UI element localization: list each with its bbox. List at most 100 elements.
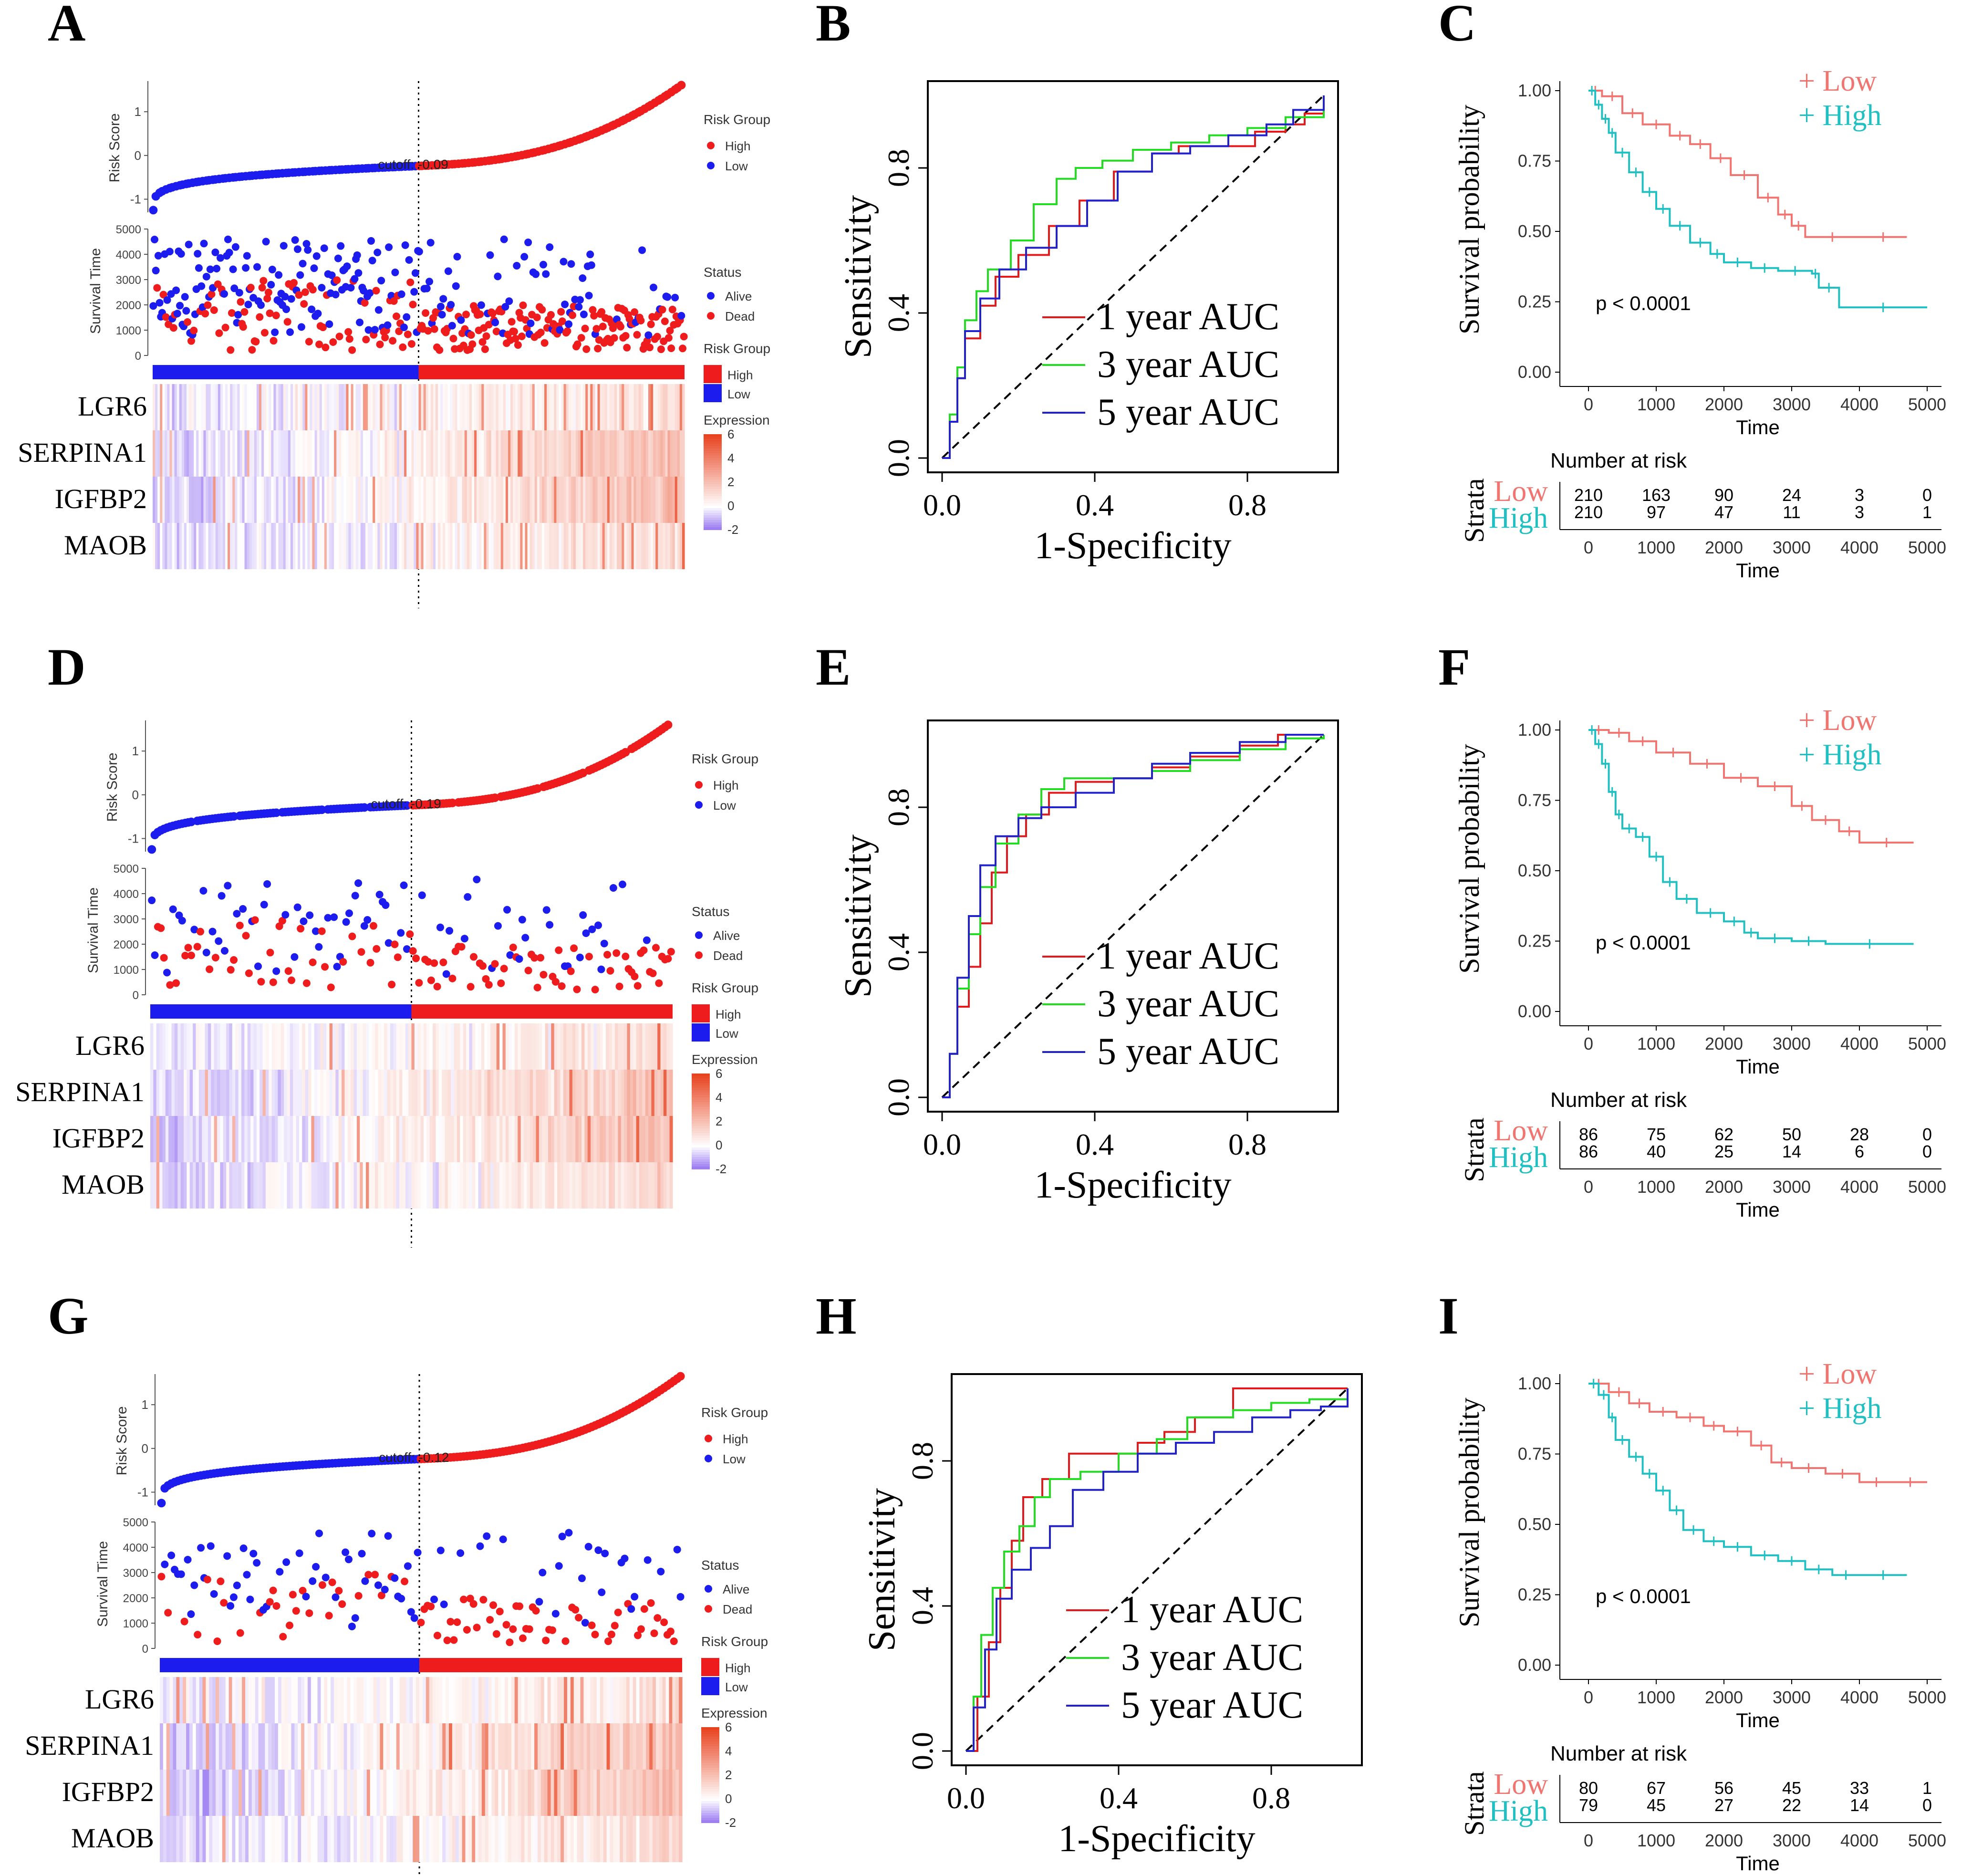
heatmap-cell [645, 477, 649, 523]
heatmap-cell [442, 1023, 446, 1070]
heatmap-cell [176, 430, 180, 477]
heatmap-cell [486, 477, 489, 523]
heatmap-cell [278, 1816, 282, 1862]
alive-point [381, 1585, 389, 1594]
heatmap-cell [570, 1816, 574, 1862]
dead-point [573, 340, 581, 348]
alive-point [224, 882, 232, 890]
heatmap-cell [566, 430, 569, 477]
heatmap-cell [167, 384, 170, 430]
alive-point [609, 884, 617, 892]
heatmap-cell [298, 523, 301, 569]
heatmap-cell [568, 384, 571, 430]
alive-point [267, 281, 275, 289]
legend-label: Low [725, 159, 748, 173]
heatmap-cell [194, 477, 197, 523]
heatmap-cell [511, 1023, 515, 1070]
heatmap-cell [529, 1023, 533, 1070]
heatmap-cell [622, 523, 624, 569]
heatmap-cell [629, 1770, 633, 1816]
heatmap-cell [206, 1770, 209, 1816]
dead-point [661, 317, 669, 325]
heatmap-cell [271, 1816, 275, 1862]
heatmap-cell [378, 1070, 382, 1116]
legend-gradient [701, 1758, 719, 1761]
tick-label: 0 [142, 1441, 148, 1456]
alive-point [499, 1535, 507, 1543]
heatmap-cell [557, 1162, 561, 1209]
heatmap-cell [347, 1162, 351, 1209]
heatmap-cell [218, 1816, 223, 1862]
heatmap-cell [296, 1162, 300, 1209]
heatmap-cell [443, 430, 446, 477]
dead-point [393, 312, 401, 320]
dead-point [184, 944, 192, 952]
heatmap-cell [319, 384, 322, 430]
heatmap-cell [314, 1070, 318, 1116]
heatmap-cell [235, 1070, 239, 1116]
heatmap-cell [455, 1677, 459, 1723]
heatmap-cell [528, 1723, 531, 1770]
heatmap-cell [165, 430, 168, 477]
heatmap-cell [311, 1070, 315, 1116]
heatmap-cell [392, 384, 395, 430]
heatmap-cell [672, 430, 675, 477]
heatmap-cell [460, 1023, 464, 1070]
alive-point [243, 1571, 251, 1579]
dead-point [409, 947, 417, 955]
alive-point [332, 291, 340, 299]
dead-point [623, 344, 631, 352]
heatmap-cell [603, 1816, 607, 1862]
heatmap-cell [380, 1723, 384, 1770]
alive-point [302, 240, 311, 248]
heatmap-cell [436, 1070, 439, 1116]
dead-point [645, 344, 654, 352]
legend-gradient [701, 1787, 719, 1790]
heatmap-cell [465, 1677, 469, 1723]
heatmap-cell [310, 430, 313, 477]
tick-label: 5000 [1908, 1034, 1946, 1053]
alive-point [225, 249, 233, 257]
alive-point [447, 301, 455, 309]
heatmap-cell [216, 1723, 219, 1770]
dead-point [430, 325, 438, 333]
heatmap-cell [465, 1723, 469, 1770]
tick-label: 0.50 [1518, 221, 1551, 241]
heatmap-cell [540, 1770, 545, 1816]
heatmap-cell [484, 1116, 488, 1162]
heatmap-cell [578, 1023, 582, 1070]
dead-point [247, 283, 255, 292]
heatmap-cell [346, 523, 349, 569]
heatmap-cell [536, 1070, 540, 1116]
alive-point [578, 1574, 586, 1583]
heatmap-cell [166, 1723, 170, 1770]
tick-label: 0.4 [1076, 488, 1114, 522]
alive-point [391, 1574, 399, 1582]
gene-label: IGFBP2 [52, 1123, 145, 1154]
heatmap-cell [258, 1770, 262, 1816]
heatmap-cell [266, 477, 269, 523]
heatmap-cell [220, 1070, 224, 1116]
heatmap-cell [380, 430, 383, 477]
heatmap-cell [296, 1023, 300, 1070]
heatmap-cell [433, 1116, 436, 1162]
heatmap-cell [245, 1816, 249, 1862]
heatmap-cell [298, 384, 301, 430]
plot-frame [927, 719, 1339, 1113]
heatmap-cell [663, 430, 666, 477]
tick-label: 0.8 [905, 1442, 939, 1480]
heatmap-cell [474, 523, 477, 569]
heatmap-cell [202, 1723, 207, 1770]
legend-gradient [701, 1792, 719, 1794]
heatmap-cell [184, 477, 187, 523]
tick-label: 0.25 [1518, 931, 1551, 951]
heatmap-cell [226, 1116, 230, 1162]
heatmap-cell [443, 477, 446, 523]
heatmap-cell [220, 1162, 224, 1209]
heatmap-cell [533, 1116, 537, 1162]
alive-point [223, 1552, 231, 1560]
heatmap-cell [426, 1116, 430, 1162]
heatmap-cell [539, 1023, 542, 1070]
axis-label: Time [1736, 1055, 1780, 1078]
heatmap-cell [326, 523, 330, 569]
